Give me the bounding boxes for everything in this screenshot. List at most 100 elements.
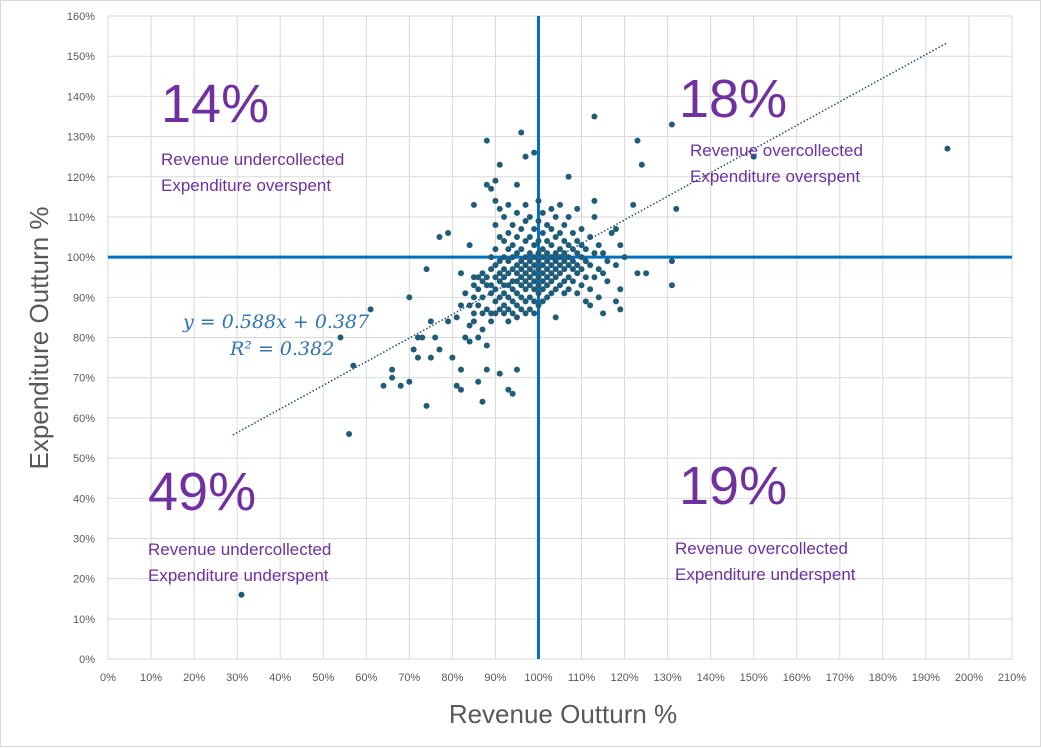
data-point [621, 254, 628, 261]
data-point [531, 225, 538, 232]
data-point [574, 250, 581, 257]
data-point [587, 234, 594, 241]
y-tick-label: 120% [67, 172, 95, 184]
data-point [578, 254, 585, 261]
data-point [501, 310, 508, 317]
x-tick-label: 150% [740, 672, 768, 684]
x-tick-label: 170% [826, 672, 854, 684]
data-point [457, 270, 464, 277]
data-point [569, 230, 576, 237]
data-point [389, 374, 396, 381]
data-point [513, 270, 520, 277]
data-point [505, 318, 512, 325]
x-tick-label: 90% [484, 672, 506, 684]
data-point [445, 230, 452, 237]
data-point [526, 274, 533, 281]
data-point [518, 294, 525, 301]
y-tick-label: 30% [73, 533, 95, 545]
data-point [673, 205, 680, 212]
data-point [505, 230, 512, 237]
data-point [569, 246, 576, 253]
x-tick-label: 80% [441, 672, 463, 684]
data-point [595, 242, 602, 249]
data-point [526, 294, 533, 301]
data-point [544, 238, 551, 245]
data-point [565, 213, 572, 220]
data-point [483, 342, 490, 349]
y-tick-label: 0% [79, 654, 95, 666]
data-point [548, 270, 555, 277]
data-point [496, 278, 503, 285]
data-point [436, 346, 443, 353]
data-point [565, 274, 572, 281]
data-point [483, 306, 490, 313]
data-point [531, 254, 538, 261]
x-tick-label: 10% [140, 672, 162, 684]
data-point [544, 294, 551, 301]
data-point [544, 274, 551, 281]
data-point [518, 282, 525, 289]
data-point [569, 258, 576, 265]
trendline-equation: y = 0.588x + 0.387 [182, 311, 370, 333]
data-point [513, 314, 520, 321]
quadrant-top-left-line1: Revenue undercollected [161, 150, 344, 169]
data-point [552, 266, 559, 273]
x-tick-label: 210% [998, 672, 1026, 684]
data-points [238, 113, 951, 598]
x-tick-label: 30% [226, 672, 248, 684]
y-tick-label: 50% [73, 453, 95, 465]
tick-labels: 0% 10% 20% 30% 40% 50% 60% 70% 80% 90% 100% 110% 120… [67, 11, 1026, 684]
y-tick-label: 10% [73, 614, 95, 626]
data-point [531, 262, 538, 269]
data-point [501, 302, 508, 309]
data-point [591, 274, 598, 281]
quadrant-bottom-right-line2: Expenditure underspent [675, 565, 856, 584]
data-point [668, 258, 675, 265]
data-point [479, 310, 486, 317]
data-point [561, 221, 568, 228]
data-point [548, 262, 555, 269]
data-point [518, 246, 525, 253]
data-point [526, 282, 533, 289]
data-point [522, 254, 529, 261]
data-point [522, 278, 529, 285]
data-point [578, 266, 585, 273]
data-point [496, 205, 503, 212]
data-point [552, 286, 559, 293]
data-point [513, 234, 520, 241]
x-tick-label: 20% [183, 672, 205, 684]
x-tick-label: 180% [869, 672, 897, 684]
data-point [518, 306, 525, 313]
data-point [470, 294, 477, 301]
data-point [406, 294, 413, 301]
trendline [232, 42, 948, 436]
data-point [479, 278, 486, 285]
data-point [513, 290, 520, 297]
data-point [557, 282, 563, 289]
data-point [531, 310, 538, 317]
data-point [565, 173, 572, 180]
data-point [535, 266, 542, 273]
data-point [548, 278, 555, 285]
data-point [488, 310, 495, 317]
x-tick-label: 40% [269, 672, 291, 684]
data-point [492, 221, 499, 228]
data-point [501, 238, 508, 245]
data-point [526, 250, 533, 257]
data-point [423, 266, 430, 273]
data-point [238, 591, 245, 598]
data-point [505, 246, 512, 253]
data-point [539, 286, 546, 293]
data-point [526, 258, 533, 265]
x-tick-label: 70% [398, 672, 420, 684]
data-point [414, 334, 421, 341]
data-point [539, 278, 546, 285]
data-point [470, 310, 477, 317]
data-point [509, 221, 516, 228]
data-point [548, 254, 555, 261]
data-point [561, 266, 568, 273]
data-point [513, 250, 520, 257]
data-point [427, 318, 434, 325]
